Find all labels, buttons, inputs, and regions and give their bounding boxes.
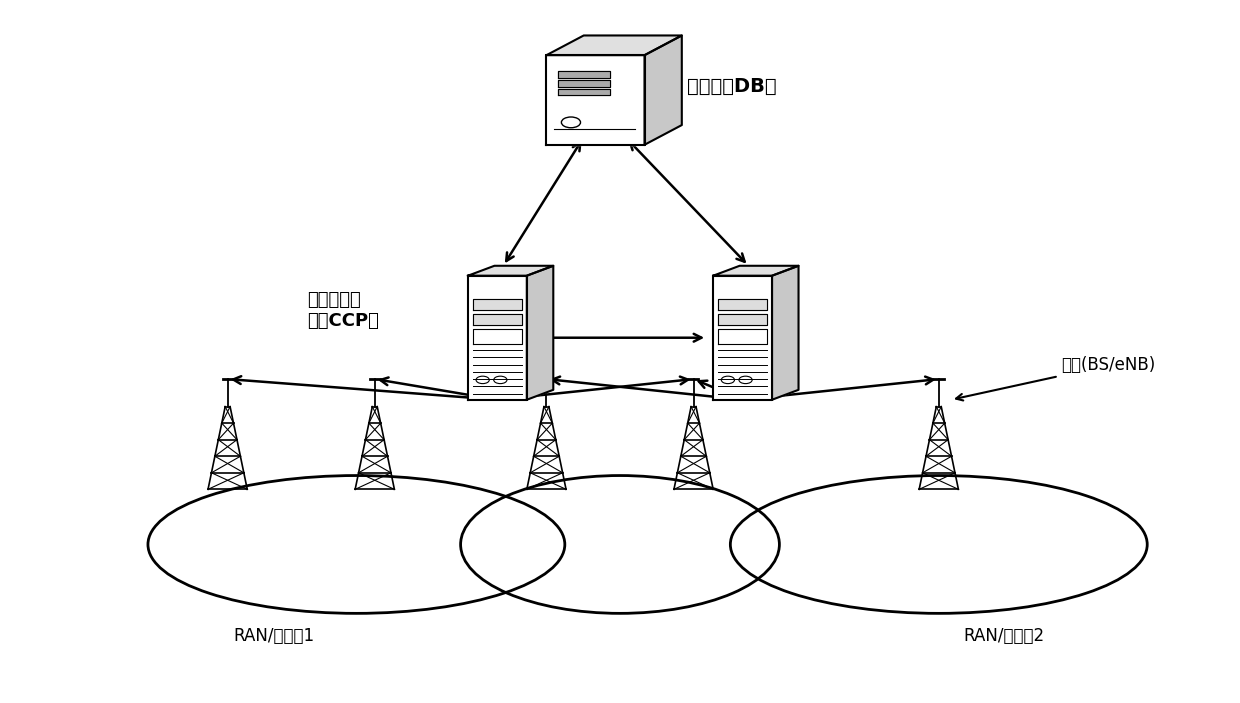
Text: RAN/运营商1: RAN/运营商1 xyxy=(234,627,315,645)
Polygon shape xyxy=(467,276,527,400)
Polygon shape xyxy=(472,299,522,311)
Polygon shape xyxy=(718,299,768,311)
Polygon shape xyxy=(713,266,799,276)
Text: 中心控制节
点（CCP）: 中心控制节 点（CCP） xyxy=(308,291,379,330)
Polygon shape xyxy=(558,89,610,96)
Polygon shape xyxy=(472,329,522,344)
Polygon shape xyxy=(472,314,522,325)
Polygon shape xyxy=(467,266,553,276)
Text: 数据库（DB）: 数据库（DB） xyxy=(687,77,777,96)
Polygon shape xyxy=(547,35,682,55)
Polygon shape xyxy=(718,314,768,325)
Polygon shape xyxy=(718,329,768,344)
Polygon shape xyxy=(558,80,610,86)
Text: 基站(BS/eNB): 基站(BS/eNB) xyxy=(956,356,1156,401)
Polygon shape xyxy=(645,35,682,145)
Polygon shape xyxy=(713,276,773,400)
Polygon shape xyxy=(527,266,553,400)
Polygon shape xyxy=(773,266,799,400)
Text: RAN/运营商2: RAN/运营商2 xyxy=(963,627,1044,645)
Polygon shape xyxy=(558,71,610,77)
Polygon shape xyxy=(547,55,645,145)
